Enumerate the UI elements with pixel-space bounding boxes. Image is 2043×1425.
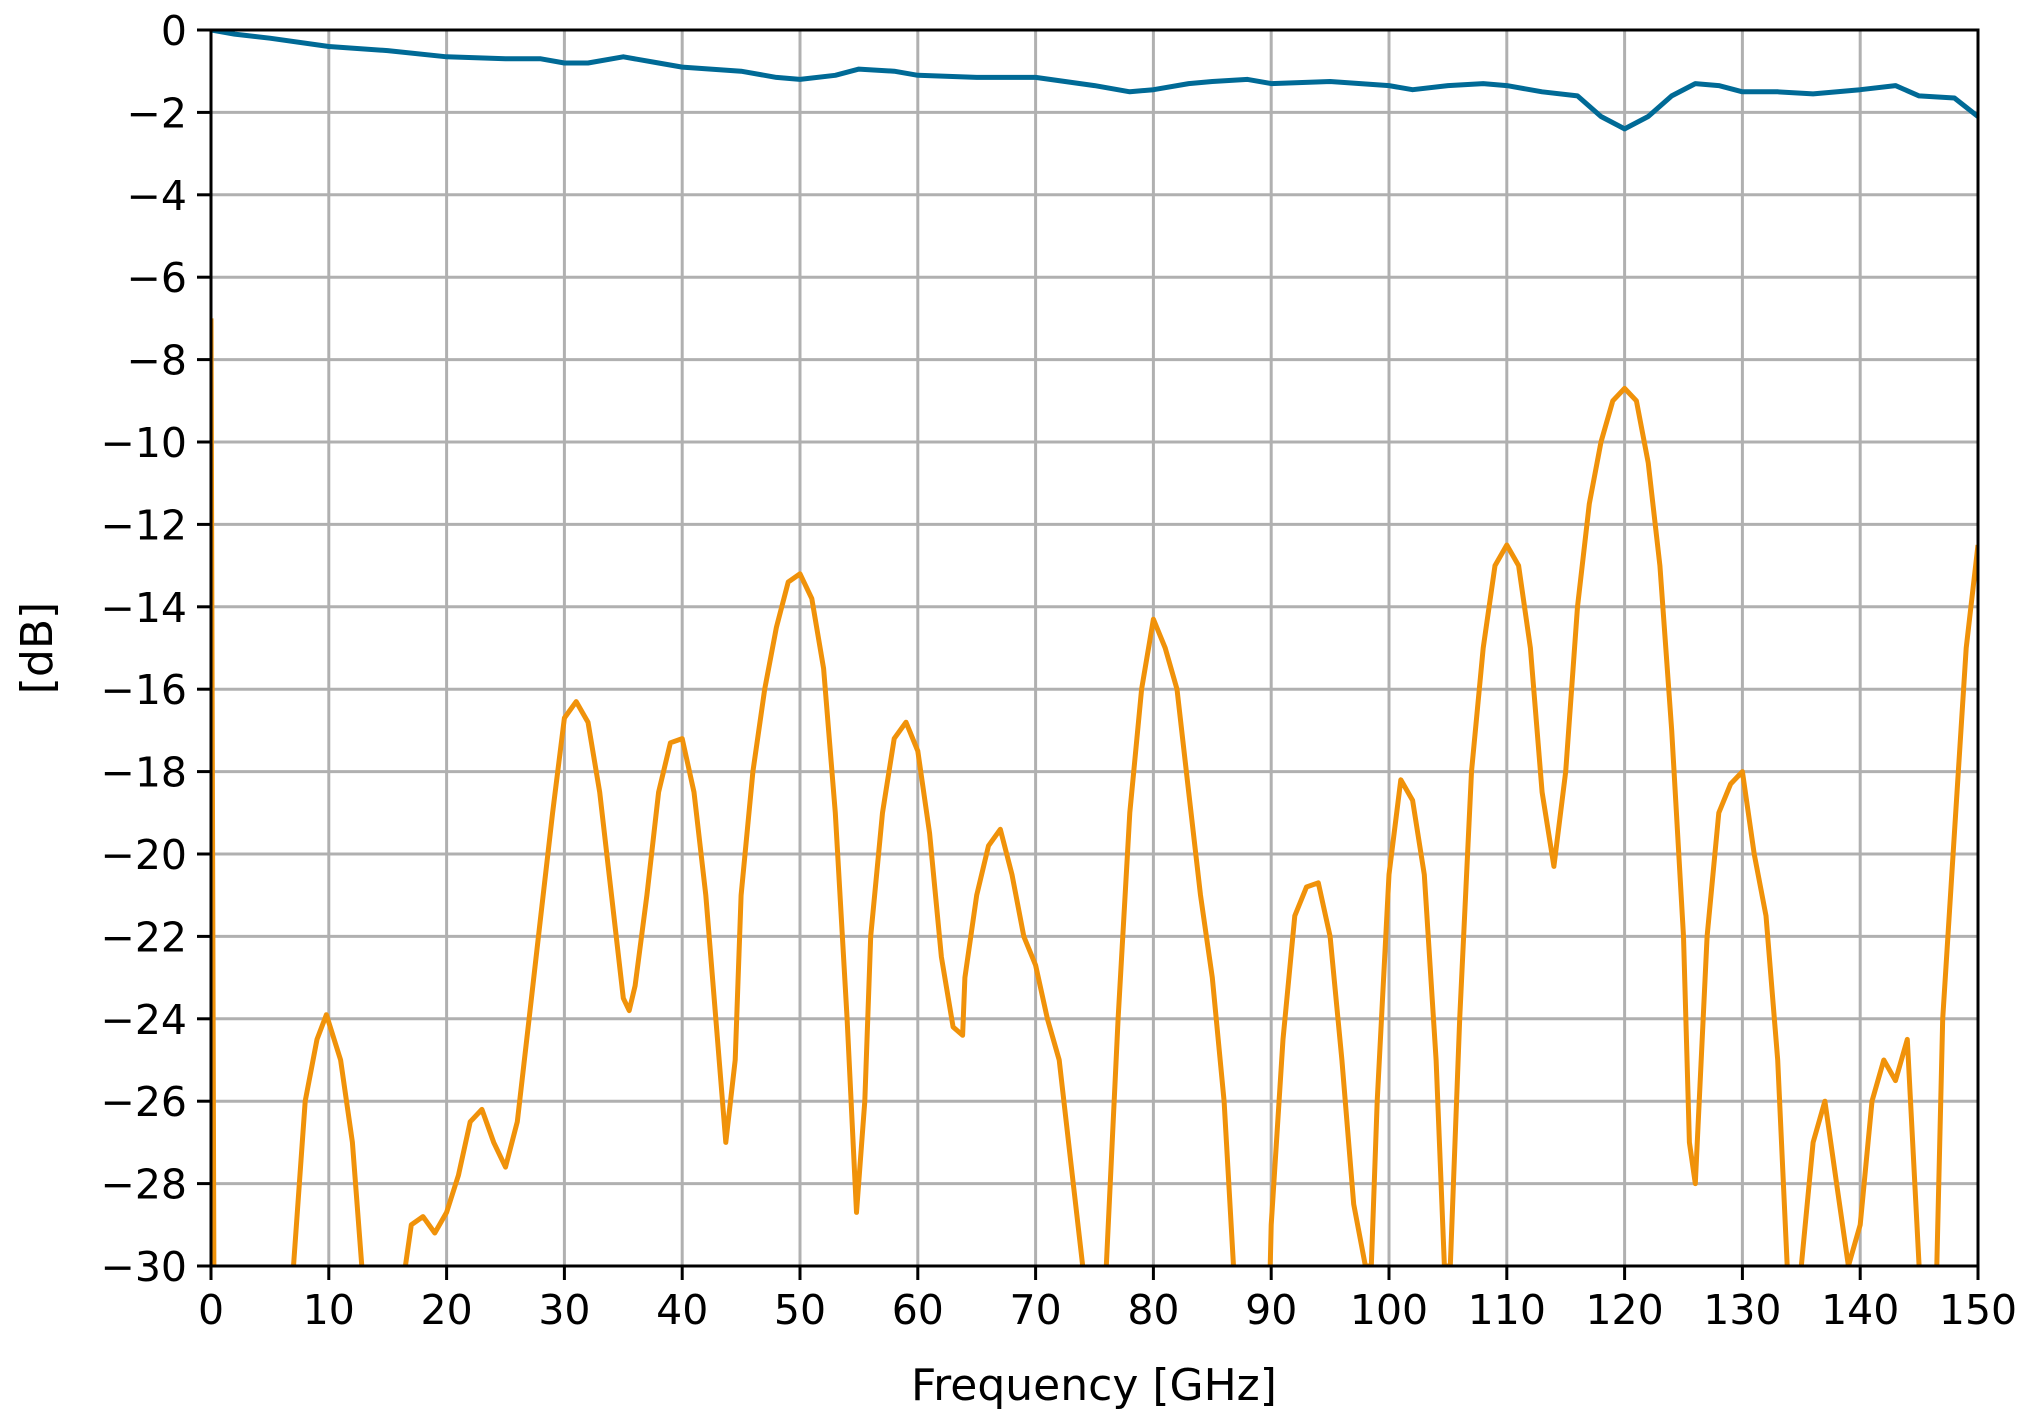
x-tick-label: 70 <box>1010 1286 1062 1334</box>
y-tick-label: −10 <box>100 419 187 467</box>
x-tick-label: 60 <box>892 1286 944 1334</box>
x-tick-label: 10 <box>303 1286 355 1334</box>
y-tick-label: −8 <box>127 337 187 385</box>
series-group <box>211 30 1978 1266</box>
y-tick-label: −14 <box>100 584 187 632</box>
x-tick-label: 140 <box>1821 1286 1899 1334</box>
x-tick-label: 120 <box>1585 1286 1663 1334</box>
y-tick-label: −24 <box>100 996 187 1044</box>
y-tick-label: −28 <box>100 1161 187 1209</box>
x-tick-label: 0 <box>198 1286 224 1334</box>
y-tick-label: −12 <box>100 501 187 549</box>
x-axis-label: Frequency [GHz] <box>911 1360 1277 1411</box>
plot-frame <box>209 28 1980 1268</box>
ticks: 0 10 20 30 40 50 60 70 80 90 100 110 120 130 140 150 0 −2… <box>100 7 2017 1334</box>
series-line-2 <box>211 318 1978 1266</box>
y-tick-label: 0 <box>161 7 187 55</box>
y-tick-label: −2 <box>127 89 187 137</box>
y-tick-label: −4 <box>127 172 187 220</box>
y-tick-label: −16 <box>100 666 187 714</box>
y-tick-label: −20 <box>100 831 187 879</box>
grid <box>209 28 1980 1268</box>
x-tick-label: 100 <box>1350 1286 1428 1334</box>
x-tick-label: 150 <box>1939 1286 2017 1334</box>
y-tick-label: −26 <box>100 1078 187 1126</box>
x-tick-label: 50 <box>774 1286 826 1334</box>
x-tick-label: 130 <box>1703 1286 1781 1334</box>
y-tick-label: −6 <box>127 254 187 302</box>
x-tick-label: 20 <box>421 1286 473 1334</box>
y-tick-label: −30 <box>100 1243 187 1291</box>
x-tick-label: 40 <box>656 1286 708 1334</box>
x-tick-label: 110 <box>1468 1286 1546 1334</box>
y-tick-label: −18 <box>100 749 187 797</box>
x-tick-label: 30 <box>538 1286 590 1334</box>
y-axis-label: [dB] <box>12 602 63 694</box>
x-tick-label: 80 <box>1127 1286 1179 1334</box>
x-tick-label: 90 <box>1245 1286 1297 1334</box>
series-line-1 <box>211 30 1978 132</box>
y-tick-label: −22 <box>100 913 187 961</box>
